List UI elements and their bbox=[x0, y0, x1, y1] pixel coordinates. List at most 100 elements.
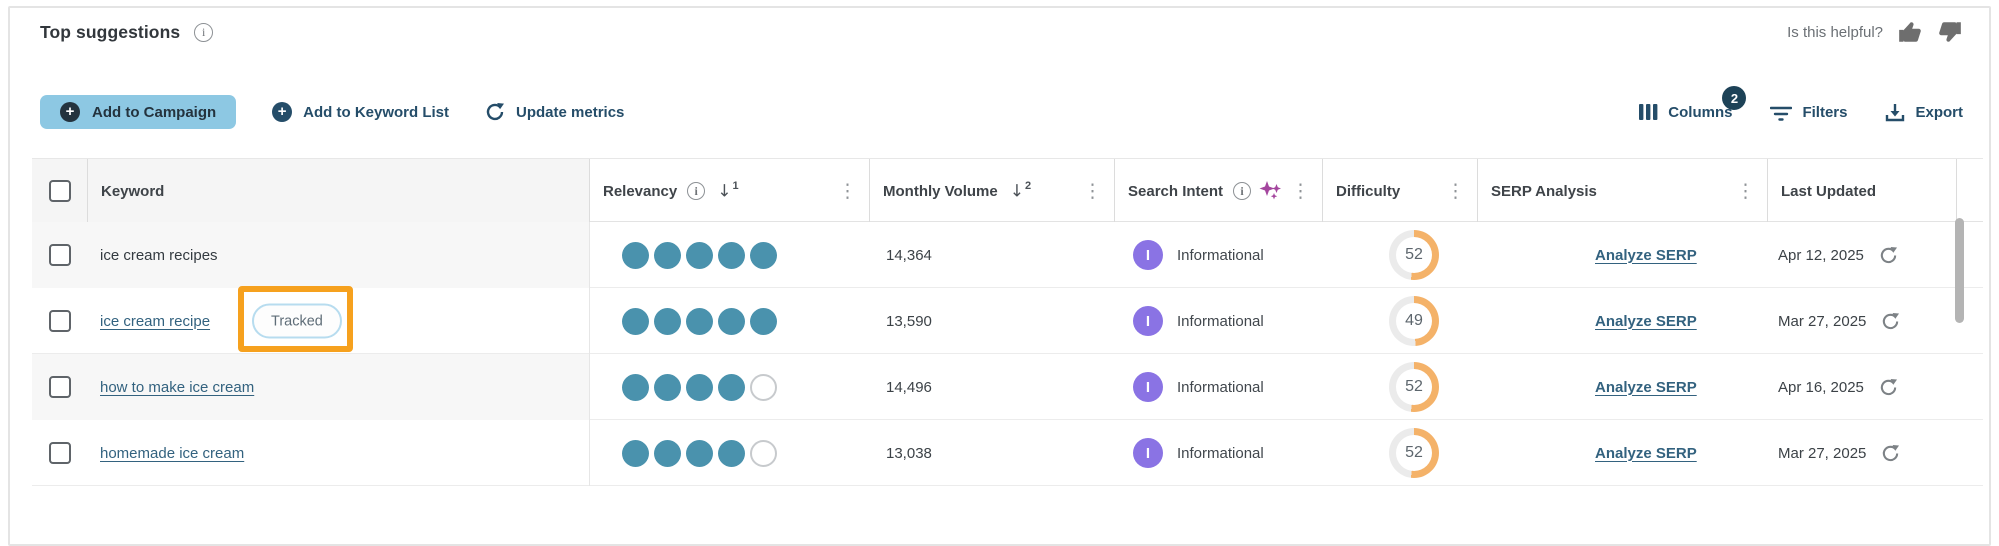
refresh-metrics-icon[interactable] bbox=[1879, 378, 1898, 397]
vertical-scrollbar[interactable] bbox=[1955, 218, 1964, 323]
update-metrics-button[interactable]: Update metrics bbox=[485, 102, 624, 122]
column-label-volume: Monthly Volume bbox=[883, 182, 998, 200]
relevancy-dot bbox=[750, 373, 777, 401]
columns-icon bbox=[1639, 103, 1658, 121]
volume-sort-indicator[interactable]: ↓2 bbox=[1009, 179, 1032, 202]
intent-info-icon[interactable]: i bbox=[1233, 182, 1252, 200]
relevancy-dot bbox=[654, 241, 681, 269]
difficulty-value: 52 bbox=[1396, 369, 1432, 405]
last-updated-cell: Apr 12, 2025 bbox=[1768, 222, 1957, 288]
relevancy-dot bbox=[654, 307, 681, 335]
refresh-metrics-icon[interactable] bbox=[1881, 312, 1900, 331]
export-label: Export bbox=[1915, 103, 1963, 121]
relevancy-dot bbox=[686, 241, 713, 269]
relevancy-dot bbox=[622, 439, 649, 467]
intent-informational-icon: I bbox=[1133, 306, 1163, 336]
intent-label: Informational bbox=[1177, 378, 1264, 396]
difficulty-cell: 52 bbox=[1323, 354, 1478, 420]
intent-informational-icon: I bbox=[1133, 438, 1163, 468]
plus-icon: + bbox=[60, 102, 80, 122]
serp-analysis-cell: Analyze SERP bbox=[1478, 222, 1768, 288]
serp-column-menu-icon[interactable]: ⋮ bbox=[1736, 179, 1755, 202]
row-spacer-cell bbox=[1957, 420, 1983, 486]
monthly-volume-cell: 14,364 bbox=[870, 222, 1115, 288]
difficulty-value: 52 bbox=[1396, 435, 1432, 471]
relevancy-dot bbox=[718, 241, 745, 269]
monthly-volume-cell: 13,038 bbox=[870, 420, 1115, 486]
keyword-link[interactable]: ice cream recipe bbox=[100, 312, 211, 330]
search-intent-cell: I Informational bbox=[1115, 222, 1323, 288]
table-row: how to make ice cream 14,496 I Informationa… bbox=[32, 354, 1983, 420]
filters-button[interactable]: Filters bbox=[1770, 103, 1847, 121]
relevancy-dot bbox=[622, 373, 649, 401]
relevancy-cell bbox=[590, 420, 870, 486]
header-cell-select bbox=[32, 159, 88, 223]
analyze-serp-link[interactable]: Analyze SERP bbox=[1595, 378, 1697, 396]
last-updated-cell: Apr 16, 2025 bbox=[1768, 354, 1957, 420]
row-checkbox[interactable] bbox=[49, 244, 71, 266]
ai-sparkles-icon bbox=[1259, 180, 1283, 202]
keyword-link[interactable]: how to make ice cream bbox=[100, 378, 255, 396]
row-checkbox[interactable] bbox=[49, 310, 71, 332]
header-cell-difficulty: Difficulty ⋮ bbox=[1323, 159, 1478, 223]
keyword-link[interactable]: homemade ice cream bbox=[100, 444, 245, 462]
header-cell-volume: Monthly Volume ↓2 ⋮ bbox=[870, 159, 1115, 223]
relevancy-dot bbox=[654, 439, 681, 467]
intent-column-menu-icon[interactable]: ⋮ bbox=[1291, 179, 1310, 202]
table-row: ice cream recipe Tracked 13,590 I Informatio… bbox=[32, 288, 1983, 354]
row-checkbox[interactable] bbox=[49, 442, 71, 464]
monthly-volume-cell: 14,496 bbox=[870, 354, 1115, 420]
plus-icon: + bbox=[272, 102, 293, 122]
relevancy-cell bbox=[590, 222, 870, 288]
difficulty-value: 52 bbox=[1396, 237, 1432, 273]
export-button[interactable]: Export bbox=[1885, 103, 1963, 122]
relevancy-sort-indicator[interactable]: ↓1 bbox=[717, 179, 739, 202]
refresh-metrics-icon[interactable] bbox=[1879, 246, 1898, 265]
relevancy-dot bbox=[718, 439, 745, 467]
title-info-icon[interactable]: i bbox=[194, 22, 214, 42]
column-label-difficulty: Difficulty bbox=[1336, 182, 1401, 200]
analyze-serp-link[interactable]: Analyze SERP bbox=[1595, 312, 1697, 330]
relevancy-cell bbox=[590, 288, 870, 354]
suggestions-table: Keyword Relevancy i ↓1 ⋮ Monthly Volume ↓2 ⋮ Sea… bbox=[32, 158, 1983, 496]
columns-button[interactable]: Columns 2 bbox=[1639, 86, 1747, 121]
thumbs-up-icon[interactable] bbox=[1897, 19, 1923, 45]
analyze-serp-link[interactable]: Analyze SERP bbox=[1595, 246, 1697, 264]
last-updated-cell: Mar 27, 2025 bbox=[1768, 288, 1957, 354]
columns-count-badge: 2 bbox=[1722, 86, 1747, 110]
relevancy-column-menu-icon[interactable]: ⋮ bbox=[838, 179, 857, 202]
thumbs-down-icon[interactable] bbox=[1937, 19, 1963, 45]
row-spacer-cell bbox=[1957, 354, 1983, 420]
add-to-campaign-button[interactable]: + Add to Campaign bbox=[40, 95, 237, 129]
header-cell-intent: Search Intent i ⋮ bbox=[1115, 159, 1323, 223]
intent-label: Informational bbox=[1177, 444, 1264, 462]
row-select-cell bbox=[32, 354, 88, 420]
row-checkbox[interactable] bbox=[49, 376, 71, 398]
tracked-badge: Tracked bbox=[252, 303, 342, 339]
download-icon bbox=[1885, 103, 1905, 122]
relevancy-dot bbox=[686, 439, 713, 467]
intent-informational-icon: I bbox=[1133, 240, 1163, 270]
header-cell-serp: SERP Analysis ⋮ bbox=[1478, 159, 1768, 223]
refresh-metrics-icon[interactable] bbox=[1881, 444, 1900, 463]
add-to-keyword-list-button[interactable]: + Add to Keyword List bbox=[272, 102, 449, 122]
helpful-prompt-group: Is this helpful? bbox=[1787, 19, 1963, 45]
table-row: homemade ice cream 13,038 I Informational 52… bbox=[32, 420, 1983, 486]
select-all-checkbox[interactable] bbox=[48, 180, 71, 202]
serp-analysis-cell: Analyze SERP bbox=[1478, 288, 1768, 354]
table-header-row: Keyword Relevancy i ↓1 ⋮ Monthly Volume ↓2 ⋮ Sea… bbox=[32, 158, 1983, 223]
difficulty-donut: 49 bbox=[1389, 296, 1439, 346]
volume-column-menu-icon[interactable]: ⋮ bbox=[1083, 179, 1102, 202]
difficulty-cell: 52 bbox=[1323, 420, 1478, 486]
add-to-keyword-list-label: Add to Keyword List bbox=[303, 103, 450, 121]
header-cell-keyword: Keyword bbox=[88, 159, 590, 223]
relevancy-info-icon[interactable]: i bbox=[687, 182, 706, 200]
difficulty-donut: 52 bbox=[1389, 428, 1439, 478]
columns-label: Columns bbox=[1668, 103, 1733, 121]
intent-label: Informational bbox=[1177, 312, 1264, 330]
difficulty-column-menu-icon[interactable]: ⋮ bbox=[1446, 179, 1465, 202]
analyze-serp-link[interactable]: Analyze SERP bbox=[1595, 444, 1697, 462]
monthly-volume-value: 13,038 bbox=[886, 444, 932, 462]
last-updated-date: Apr 16, 2025 bbox=[1778, 378, 1864, 396]
search-intent-cell: I Informational bbox=[1115, 420, 1323, 486]
